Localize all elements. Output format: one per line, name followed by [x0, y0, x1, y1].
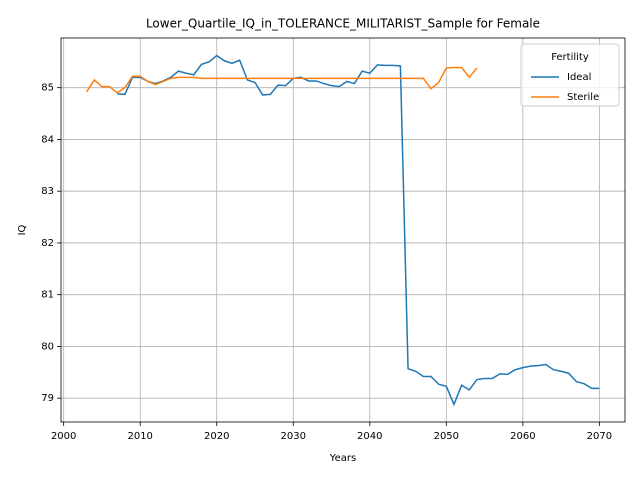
y-tick-label: 84	[41, 134, 54, 145]
chart-title: Lower_Quartile_IQ_in_TOLERANCE_MILITARIS…	[146, 17, 540, 31]
x-tick-label: 2050	[434, 431, 459, 442]
legend-label: Sterile	[567, 92, 599, 103]
x-tick-label: 2030	[281, 431, 306, 442]
y-tick-label: 83	[41, 186, 54, 197]
x-tick-label: 2060	[510, 431, 535, 442]
plot-frame	[60, 37, 626, 423]
y-tick-label: 81	[41, 290, 54, 301]
x-tick-label: 2040	[357, 431, 382, 442]
y-tick-label: 79	[41, 393, 54, 404]
y-tick-label: 85	[41, 83, 54, 94]
y-tick-label: 80	[41, 341, 54, 352]
x-axis-label: Years	[329, 453, 356, 464]
legend-title: Fertility	[551, 52, 589, 63]
data-line	[117, 54, 600, 407]
x-tick-label: 2010	[127, 431, 152, 442]
x-tick-label: 2000	[51, 431, 76, 442]
y-axis-label: IQ	[17, 224, 28, 235]
data-line	[86, 66, 478, 94]
legend-label: Ideal	[567, 72, 591, 83]
y-tick-label: 82	[41, 238, 54, 249]
x-tick-label: 2070	[587, 431, 612, 442]
legend-box	[520, 43, 620, 107]
x-tick-label: 2020	[204, 431, 229, 442]
